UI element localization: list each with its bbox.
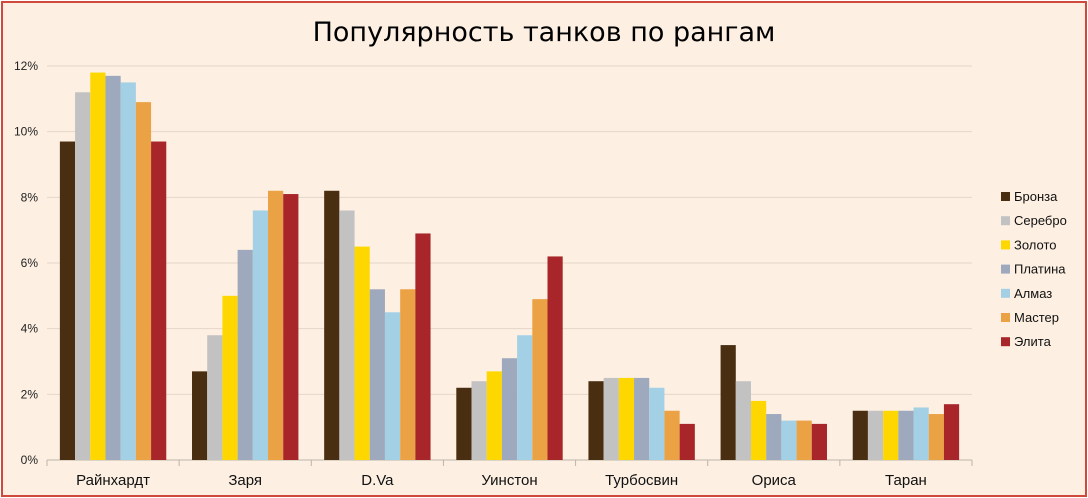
legend-swatch: [1001, 313, 1010, 322]
bar: [283, 194, 299, 461]
bar: [222, 295, 238, 460]
bar: [59, 141, 76, 460]
bar: [634, 377, 650, 460]
y-tick-label: 10%: [14, 125, 38, 139]
bar: [90, 72, 106, 461]
bar: [679, 423, 695, 460]
bar: [486, 371, 502, 460]
bar: [268, 190, 284, 460]
y-tick-label: 4%: [21, 322, 39, 336]
bar: [369, 289, 385, 460]
legend-swatch: [1001, 337, 1010, 347]
bar: [852, 410, 868, 460]
legend-swatch: [1001, 192, 1010, 201]
bar: [532, 299, 548, 460]
bar: [400, 289, 416, 460]
bar: [105, 75, 121, 460]
x-category-label: D.Va: [361, 472, 394, 489]
bar: [618, 377, 635, 460]
bar: [928, 414, 944, 460]
legend-label: Элита: [1014, 334, 1052, 349]
bar: [135, 102, 152, 460]
bar: [547, 256, 563, 460]
bar: [766, 414, 782, 460]
x-category-label: Турбосвин: [605, 472, 678, 489]
bar: [501, 358, 518, 460]
bar: [796, 420, 812, 460]
bar: [415, 233, 431, 460]
legend-swatch: [1001, 216, 1010, 226]
bar: [252, 210, 269, 460]
bar: [867, 410, 884, 460]
bar: [471, 381, 487, 460]
chart-title: Популярность танков по рангам: [312, 17, 776, 48]
y-tick-label: 6%: [21, 256, 39, 270]
bar: [898, 410, 914, 460]
legend-label: Мастер: [1014, 310, 1059, 325]
y-tick-label: 2%: [21, 387, 39, 401]
bar: [192, 371, 208, 460]
bar: [750, 400, 767, 460]
bar: [588, 381, 604, 460]
bar: [943, 404, 960, 460]
x-category-label: Уинстон: [481, 472, 537, 489]
bar: [720, 345, 736, 460]
x-category-label: Заря: [228, 472, 262, 489]
y-tick-label: 8%: [21, 190, 39, 204]
bar: [120, 82, 136, 461]
bar: [735, 381, 751, 460]
bar: [75, 92, 91, 461]
x-category-label: Таран: [885, 472, 927, 489]
legend-label: Золото: [1014, 237, 1057, 252]
legend-swatch: [1001, 288, 1010, 298]
bar: [649, 387, 665, 460]
bar: [456, 387, 472, 460]
x-category-label: Райнхардт: [76, 472, 150, 489]
legend-swatch: [1001, 240, 1010, 250]
bar: [517, 335, 533, 460]
bar: [237, 249, 253, 460]
bar: [811, 423, 827, 460]
bar: [664, 410, 680, 460]
bar: [781, 420, 797, 460]
x-category-label: Ориса: [752, 472, 797, 489]
legend-swatch: [1001, 264, 1010, 274]
y-tick-label: 0%: [21, 453, 39, 467]
legend-label: Бронза: [1014, 189, 1058, 204]
legend-label: Алмаз: [1014, 286, 1052, 301]
legend-label: Серебро: [1014, 213, 1067, 228]
bar: [883, 410, 899, 460]
bar: [324, 190, 340, 460]
y-tick-label: 12%: [14, 59, 38, 73]
bar: [384, 312, 401, 460]
bar: [207, 335, 223, 460]
bar: [339, 210, 355, 460]
bar: [151, 141, 167, 460]
bar: [913, 407, 929, 460]
bar: [354, 246, 370, 460]
legend-label: Платина: [1014, 262, 1066, 277]
bar: [603, 377, 619, 460]
